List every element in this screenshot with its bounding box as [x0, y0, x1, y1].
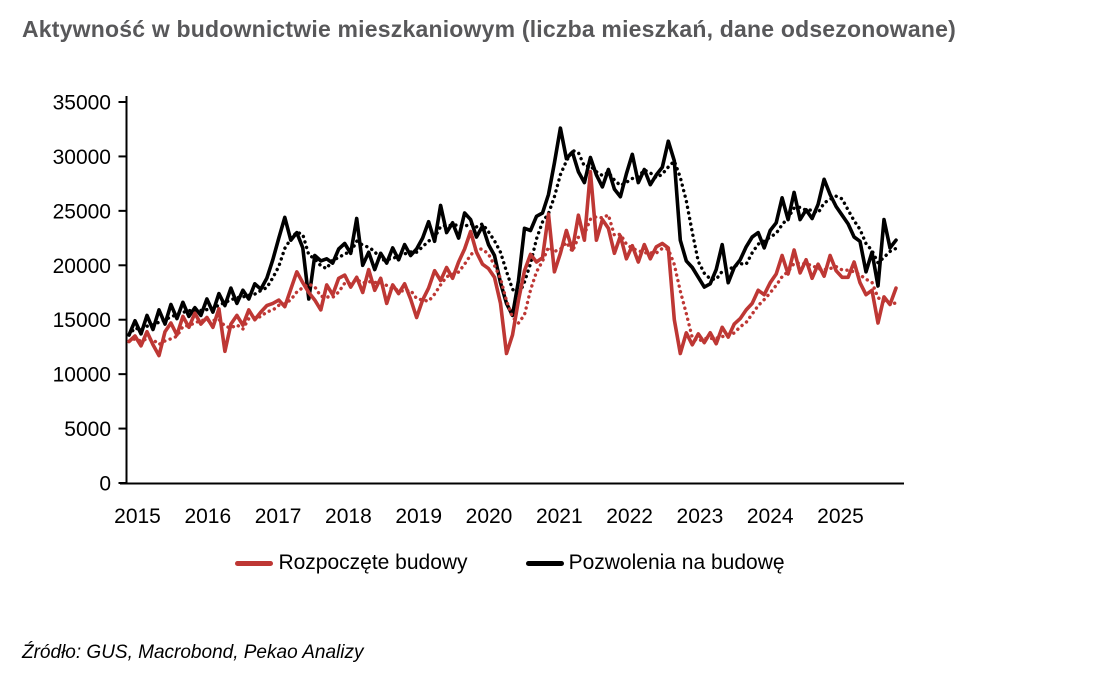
y-tick-label: 30000: [53, 146, 111, 169]
legend-swatch-red-line: [235, 560, 274, 566]
y-tick-label: 35000: [53, 92, 111, 115]
legend-item-rozpoczete-budowy: Rozpoczęte budowy: [235, 551, 468, 575]
y-tick-label: 0: [99, 473, 111, 496]
series-trend-dotted-starts: [127, 213, 898, 347]
y-tick-label: 20000: [53, 255, 111, 278]
x-tick-label: 2023: [677, 505, 724, 528]
y-tick-label: 25000: [53, 200, 111, 223]
legend-item-pozwolenia-na-budowe: Pozwolenia na budowę: [525, 551, 785, 575]
x-tick-label: 2022: [606, 505, 653, 528]
chart-title: Aktywność w budownictwie mieszkaniowym (…: [22, 16, 956, 42]
x-tick-label: 2020: [466, 505, 513, 528]
y-tick-label: 15000: [53, 309, 111, 332]
legend-label-pozwolenia-na-budowe: Pozwolenia na budowę: [568, 551, 785, 574]
x-tick-label: 2021: [536, 505, 583, 528]
x-tick-label: 2024: [747, 505, 794, 528]
y-tick-label: 10000: [53, 364, 111, 387]
source-note: Źródło: GUS, Macrobond, Pekao Analizy: [22, 642, 364, 663]
x-tick-label: 2025: [817, 505, 864, 528]
legend-swatch-black-line: [525, 560, 564, 566]
x-tick-label: 2016: [184, 505, 231, 528]
legend-label-rozpoczete-budowy: Rozpoczęte budowy: [278, 551, 468, 574]
y-tick-label: 5000: [64, 418, 111, 441]
x-tick-label: 2015: [114, 505, 161, 528]
x-tick-label: 2017: [255, 505, 302, 528]
series-line-starts: [127, 169, 898, 358]
chart-legend: Rozpoczęte budowy Pozwolenia na budowę: [60, 551, 960, 575]
x-tick-label: 2018: [325, 505, 372, 528]
x-tick-label: 2019: [395, 505, 442, 528]
series-line-permits: [127, 126, 898, 337]
